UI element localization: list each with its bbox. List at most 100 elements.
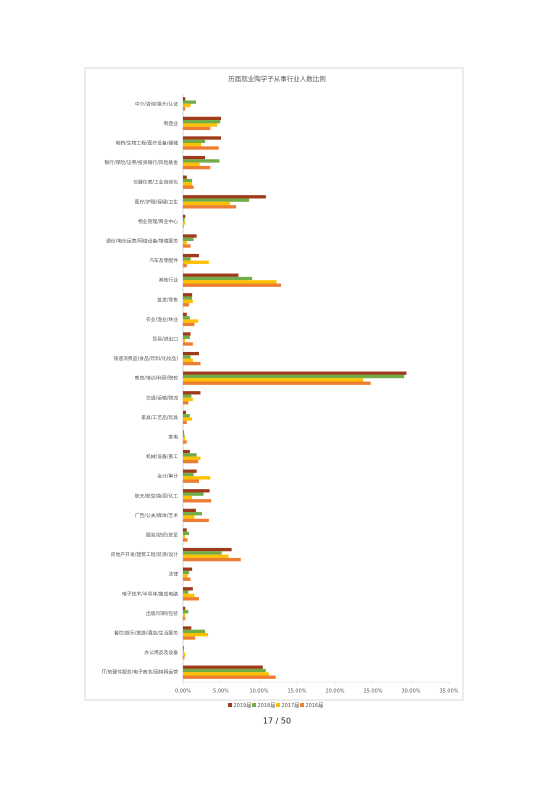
bar (183, 159, 220, 163)
bar (183, 420, 187, 425)
bar (183, 570, 190, 575)
bar (183, 201, 231, 206)
bar (183, 97, 186, 101)
legend-swatch (276, 703, 280, 707)
bar (183, 394, 192, 398)
bar (183, 283, 282, 287)
bar (183, 126, 211, 131)
x-tick-label: 20.00% (325, 689, 344, 695)
bar (183, 410, 187, 415)
x-tick-label: 35.00% (439, 689, 458, 695)
bar (183, 378, 364, 382)
bar (183, 397, 193, 402)
bar (183, 335, 190, 339)
bar (183, 162, 200, 166)
y-tick-label: 制造业 (164, 120, 179, 127)
bar (183, 453, 197, 457)
y-tick-label: 机械/设备/重工 (146, 453, 178, 460)
bar (183, 391, 201, 395)
y-tick-label: IT/软硬件服务/电子商务/因特网运营 (102, 669, 179, 676)
bar (183, 528, 187, 532)
bar (183, 103, 191, 108)
bar (183, 508, 196, 513)
bar (183, 263, 187, 268)
y-tick-label: 物业管理/商业中心 (138, 218, 178, 225)
bar (183, 515, 195, 519)
bar (183, 100, 196, 104)
bar (183, 489, 210, 493)
x-tick-label: 25.00% (363, 689, 382, 695)
page-number: 17 / 50 (263, 717, 291, 726)
y-tick-label: 航天/航空/能源/化工 (135, 492, 178, 499)
x-tick-label: 10.00% (249, 689, 268, 695)
y-tick-label: 办公用品及设备 (144, 649, 178, 656)
bar (183, 652, 186, 656)
bar (183, 645, 184, 650)
bar (183, 636, 196, 640)
bar (183, 587, 193, 591)
x-tick-label: 30.00% (401, 689, 420, 695)
x-tick-label: 5.00% (213, 689, 229, 695)
y-tick-label: 通信/电信运营/网络设备/增值服务 (106, 238, 178, 245)
bar (183, 495, 193, 500)
bar (183, 322, 195, 327)
bar (183, 253, 199, 258)
bar (183, 299, 193, 304)
bar (183, 613, 186, 617)
bar (183, 107, 186, 111)
bar (183, 205, 237, 209)
legend-swatch (228, 703, 232, 707)
y-tick-label: 会计/审计 (157, 473, 178, 480)
legend-label: 2019届 (234, 703, 252, 709)
bar (183, 214, 186, 219)
bar (183, 554, 229, 558)
y-tick-label: 广告/公关/媒体/艺术 (135, 512, 178, 519)
bar (183, 626, 192, 630)
bar (183, 547, 232, 552)
y-tick-label: 电子技术/半导体/集成电路 (122, 590, 178, 597)
y-tick-label: 仪器仪表/工业自动化 (133, 179, 178, 186)
bar (183, 293, 193, 297)
legend-swatch (252, 703, 256, 707)
bar (183, 136, 221, 140)
y-tick-label: 农业/渔业/林业 (146, 316, 178, 323)
y-tick-label: 家电 (168, 434, 178, 441)
bar (183, 316, 190, 320)
bar (183, 433, 185, 437)
bar (183, 116, 221, 121)
y-tick-label: 出版/印刷/包装 (146, 610, 178, 617)
y-tick-label: 餐饮/娱乐/旅游/酒店/生活服务 (114, 630, 178, 637)
y-tick-label: 中介/咨询/猎头/认证 (135, 100, 178, 107)
bar (183, 574, 188, 578)
x-tick-label: 0.00% (175, 689, 191, 695)
y-tick-label: 其他行业 (159, 277, 178, 284)
bar (183, 668, 266, 673)
bar (183, 492, 204, 496)
bar (183, 175, 187, 179)
bar (183, 518, 209, 523)
bar (183, 437, 186, 441)
y-tick-label: 法律 (168, 571, 178, 578)
bar (183, 273, 239, 277)
bar (183, 371, 407, 375)
bar (183, 633, 209, 637)
bar (183, 479, 199, 483)
bar (183, 476, 211, 480)
bar (183, 430, 184, 434)
bar (183, 221, 186, 225)
y-tick-label: 银行/保险/证券/投资银行/风险基金 (104, 159, 178, 166)
y-tick-label: 快速消费品(食品/饮料/化妆品) (113, 355, 178, 362)
bar (183, 146, 219, 150)
bar (183, 241, 187, 245)
bar (183, 358, 193, 362)
y-tick-label: 医疗/护理/保健/卫生 (135, 198, 178, 205)
bar (183, 381, 371, 385)
bar (183, 649, 184, 653)
bar (183, 198, 250, 202)
y-tick-label: 汽车及零配件 (149, 257, 178, 264)
bar (183, 567, 193, 571)
bar (183, 155, 206, 160)
bar (183, 616, 186, 621)
bar (183, 469, 197, 473)
x-tick-label: 15.00% (287, 689, 306, 695)
